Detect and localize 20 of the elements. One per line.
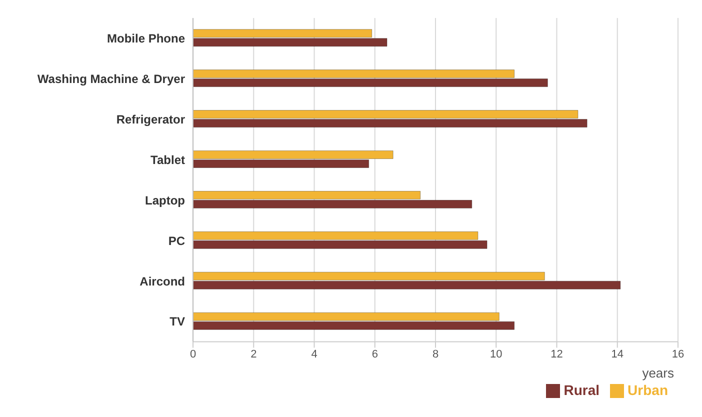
y-tick-label: Washing Machine & Dryer bbox=[37, 72, 186, 86]
y-tick-label: Aircond bbox=[140, 274, 185, 288]
legend-label: Urban bbox=[628, 382, 668, 398]
y-tick-label: Mobile Phone bbox=[107, 31, 186, 46]
y-tick-label: TV bbox=[170, 314, 185, 329]
x-tick-label: 8 bbox=[432, 348, 439, 361]
x-tick-label: 4 bbox=[311, 348, 318, 361]
y-tick-label: PC bbox=[168, 234, 186, 248]
y-tick-label: Refrigerator bbox=[116, 112, 186, 126]
x-tick-label: 0 bbox=[190, 348, 196, 361]
x-tick-label: 16 bbox=[672, 348, 684, 361]
legend-label: Rural bbox=[564, 382, 600, 398]
x-tick-label: 2 bbox=[250, 348, 257, 361]
x-tick-label: 14 bbox=[611, 348, 624, 361]
x-tick-label: 6 bbox=[372, 348, 378, 361]
x-tick-label: 12 bbox=[550, 348, 563, 361]
x-axis-title: years bbox=[642, 366, 674, 381]
y-tick-label: Tablet bbox=[150, 152, 185, 167]
x-tick-label: 10 bbox=[490, 348, 502, 361]
y-tick-label: Laptop bbox=[145, 193, 185, 208]
